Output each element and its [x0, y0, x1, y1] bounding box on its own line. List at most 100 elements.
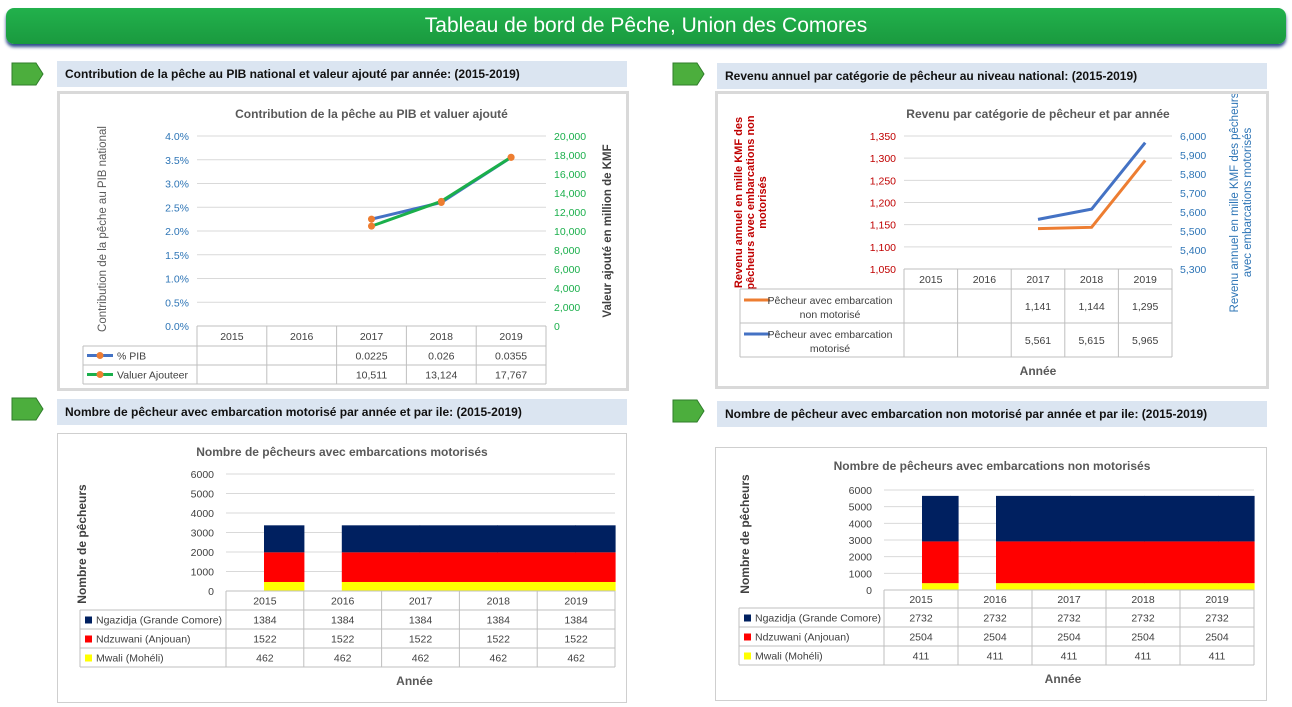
section-header-revenu: Revenu annuel par catégorie de pêcheur a…	[717, 63, 1267, 89]
x-tick-label: 2016	[983, 594, 1007, 606]
data-label: 2504	[1057, 632, 1081, 644]
chart-title: Nombre de pêcheurs avec embarcations mot…	[196, 445, 488, 459]
section-header-motorise: Nombre de pêcheur avec embarcation motor…	[57, 399, 627, 425]
x-tick-label: 2015	[909, 594, 933, 606]
data-label: 0.0225	[355, 351, 387, 363]
y2-tick-label: 16,000	[554, 169, 586, 181]
legend-marker	[96, 352, 104, 359]
y2-tick-label: 6,000	[554, 264, 580, 276]
legend-swatch	[85, 616, 92, 624]
y-tick-label: 1,050	[870, 264, 896, 276]
data-label: 2732	[1205, 613, 1229, 625]
x-axis-title: Année	[1020, 364, 1057, 378]
y-axis-title: Revenu annuel en mille KMF despêcheurs a…	[733, 115, 769, 290]
bar-2-4	[575, 581, 616, 591]
y2-tick-label: 18,000	[554, 150, 586, 162]
y-tick-label: 3000	[849, 535, 873, 547]
y2-tick-label: 6,000	[1180, 131, 1206, 143]
data-label: 2732	[1057, 613, 1081, 625]
chart-revenu-panel: Revenu par catégorie de pêcheur et par a…	[715, 91, 1269, 389]
y2-tick-label: 5,700	[1180, 188, 1206, 200]
legend-label: % PIB	[117, 351, 146, 363]
data-label: 1522	[409, 634, 433, 646]
chart-pib: Contribution de la pêche au PIB et value…	[82, 107, 614, 385]
bar-2-2	[1070, 583, 1145, 590]
chart-title: Nombre de pêcheurs avec embarcations non…	[834, 459, 1151, 473]
y-tick-label: 4000	[849, 518, 873, 530]
legend-swatch	[85, 635, 92, 643]
section-header-pib: Contribution de la pêche au PIB national…	[57, 61, 627, 87]
y2-tick-label: 5,400	[1180, 245, 1206, 257]
data-label: 1384	[331, 615, 355, 627]
data-label: 10,511	[356, 370, 387, 382]
y-tick-label: 1.0%	[165, 274, 189, 286]
y2-tick-label: 5,500	[1180, 226, 1206, 238]
y2-tick-label: 0	[554, 321, 560, 333]
legend-label: Ndzuwani (Anjouan)	[96, 634, 191, 646]
data-label: 5,615	[1078, 335, 1104, 347]
arrow-icon	[672, 399, 705, 423]
y2-tick-label: 14,000	[554, 188, 586, 200]
data-label: 1,144	[1078, 301, 1104, 313]
section-header-non-motorise: Nombre de pêcheur avec embarcation non m…	[717, 401, 1267, 427]
chart-pib-panel: Contribution de la pêche au PIB et value…	[57, 91, 629, 391]
y-tick-label: 1000	[191, 567, 215, 579]
x-tick-label: 2015	[220, 331, 244, 343]
bar-0-1	[341, 525, 421, 553]
legend-label: Mwali (Mohéli)	[755, 651, 823, 663]
y2-tick-label: 2,000	[554, 302, 580, 314]
y-tick-label: 0	[866, 585, 872, 597]
data-label: 17,767	[495, 370, 527, 382]
legend-swatch	[744, 614, 751, 622]
bar-2-0	[264, 581, 305, 591]
page-title: Tableau de bord de Pêche, Union des Como…	[6, 8, 1286, 44]
y-tick-label: 1,200	[870, 198, 896, 210]
x-tick-label: 2017	[1057, 594, 1081, 606]
x-axis-title: Année	[1045, 672, 1082, 686]
y-tick-label: 3000	[191, 528, 215, 540]
bar-2-3	[497, 581, 576, 591]
bar-1-3	[497, 552, 576, 582]
data-label: 2732	[983, 613, 1007, 625]
bar-0-4	[1218, 495, 1255, 542]
x-axis-title: Année	[396, 674, 433, 688]
x-tick-label: 2018	[1131, 594, 1155, 606]
x-tick-label: 2016	[973, 274, 997, 286]
bar-2-0	[922, 583, 959, 590]
chart-title: Contribution de la pêche au PIB et value…	[235, 107, 508, 121]
y-tick-label: 2.5%	[165, 202, 189, 214]
arrow-icon	[672, 62, 705, 86]
y-axis-title: Nombre de pêcheurs	[75, 484, 89, 604]
chart-non-motorise-panel: Nombre de pêcheurs avec embarcations non…	[715, 447, 1267, 701]
data-label: 1384	[564, 615, 588, 627]
bar-1-4	[575, 552, 616, 582]
data-label: 462	[490, 653, 508, 665]
data-label: 1522	[564, 634, 588, 646]
y2-tick-label: 5,600	[1180, 207, 1206, 219]
chart-non-motorise: Nombre de pêcheurs avec embarcations non…	[738, 459, 1255, 686]
legend-label: Pêcheur avec embarcation motorisé	[768, 329, 893, 355]
y-tick-label: 1000	[849, 568, 873, 580]
y-tick-label: 2000	[191, 547, 215, 559]
data-label: 1522	[331, 634, 355, 646]
data-label: 411	[987, 651, 1004, 663]
y2-tick-label: 5,900	[1180, 150, 1206, 162]
series-line-1	[1037, 141, 1147, 221]
y2-tick-label: 4,000	[554, 283, 580, 295]
y-tick-label: 0	[208, 586, 214, 598]
y-tick-label: 1,150	[870, 220, 896, 232]
data-label: 2504	[909, 632, 933, 644]
data-label: 2504	[983, 632, 1007, 644]
bar-0-2	[419, 525, 498, 553]
data-label: 1,141	[1025, 301, 1051, 313]
legend-swatch	[85, 654, 92, 662]
x-tick-label: 2017	[360, 331, 384, 343]
y2-tick-label: 5,300	[1180, 264, 1206, 276]
bar-2-1	[341, 581, 421, 591]
data-label: 411	[1209, 651, 1226, 663]
y-tick-label: 4000	[191, 508, 215, 520]
data-label: 1,295	[1132, 301, 1158, 313]
legend-swatch	[744, 633, 751, 641]
bar-0-3	[1144, 495, 1219, 542]
chart-title: Revenu par catégorie de pêcheur et par a…	[906, 107, 1170, 121]
